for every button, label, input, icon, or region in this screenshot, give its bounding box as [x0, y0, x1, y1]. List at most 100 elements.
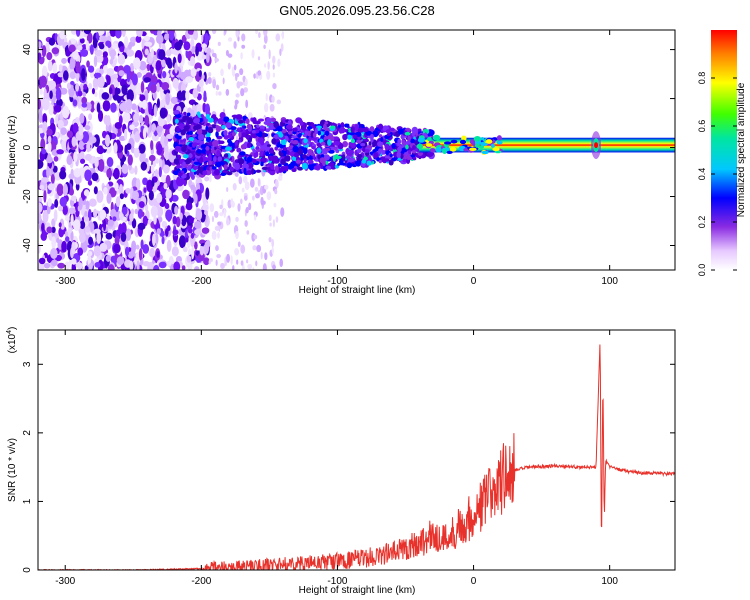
spectrogram-cell	[187, 227, 193, 234]
spectrogram-cell	[97, 110, 104, 122]
spectrogram-cell	[295, 159, 301, 164]
spectrogram-cell	[408, 149, 412, 155]
spectrogram-cell	[225, 146, 232, 151]
spectrogram-cell	[270, 117, 277, 123]
spectrogram-cell	[235, 230, 239, 240]
spectrogram-cell	[244, 181, 250, 190]
spectrogram-cell	[133, 113, 140, 123]
spectrogram-cell	[287, 131, 294, 135]
spectrogram-cell	[93, 72, 102, 78]
spectrogram-cell	[83, 30, 92, 35]
spectrogram-cell	[382, 158, 390, 162]
spectrogram-cell	[198, 79, 204, 88]
spectrogram-cell	[71, 136, 77, 147]
spectrogram-cell	[478, 145, 485, 149]
spectrogram-cell	[268, 49, 271, 60]
spectrogram-cell	[126, 89, 134, 103]
spectrogram-cell	[71, 30, 77, 35]
spectrogram-cell	[264, 147, 269, 151]
spectrogram-cell	[271, 238, 275, 248]
spectrogram-cell	[139, 94, 146, 102]
spectrogram-cell	[235, 114, 243, 120]
spectrogram-cell	[86, 60, 90, 68]
spectrogram-cell	[268, 124, 274, 131]
spectrogram-cell	[316, 147, 322, 155]
spectrogram-cell	[384, 143, 390, 151]
spectrogram-cell	[277, 58, 281, 68]
spectrogram-cell	[79, 37, 85, 44]
spectrogram-cell	[236, 259, 239, 265]
spectrogram-cell	[170, 96, 178, 105]
spectrogram-cell	[264, 252, 268, 261]
spectrogram-cell	[201, 54, 207, 60]
spectrogram-cell	[366, 160, 372, 166]
spectrogram-cell	[144, 115, 150, 126]
spectrogram-cell	[233, 41, 237, 49]
spectrogram-cell	[345, 155, 350, 159]
spectrogram-cell	[306, 121, 312, 126]
spectrogram-cell	[397, 138, 402, 145]
spectrogram-cell	[110, 102, 117, 113]
spectrogram-cell	[110, 208, 117, 218]
spectrogram-cell	[311, 145, 316, 150]
spectrogram-cell	[186, 117, 194, 125]
spectrogram-cell	[239, 151, 246, 156]
spectrogram-cell	[217, 232, 220, 239]
spectrogram-cell	[162, 164, 170, 174]
spectrogram-cell	[129, 36, 137, 43]
spectrogram-cell	[251, 130, 256, 134]
spectrogram-cell	[265, 151, 270, 157]
spectrogram-cell	[99, 209, 107, 221]
spectrogram-cell	[151, 233, 156, 247]
spectrogram-cell	[59, 30, 66, 40]
spectrogram-cell	[268, 236, 272, 243]
spectrogram-cell	[251, 167, 255, 175]
spectrogram-cell	[207, 126, 214, 134]
spectrogram-cell	[285, 124, 293, 130]
spectrogram-cell	[187, 107, 192, 115]
spectrogram-cell	[142, 127, 147, 140]
spectrogram-cell	[68, 207, 76, 215]
spectrogram-cell	[205, 150, 211, 154]
spectrogram-cell	[369, 126, 375, 133]
spectrogram-cell	[173, 261, 181, 270]
spectrogram-cell	[48, 37, 56, 46]
spectrogram-cell	[220, 68, 224, 77]
spectrogram-cell	[196, 149, 203, 154]
spectrogram-cell	[165, 49, 172, 57]
snr-x-label: Height of straight line (km)	[299, 585, 416, 596]
spectrogram-cell	[94, 261, 101, 268]
spectrogram-cell	[135, 35, 142, 43]
spectrogram-cell	[133, 57, 141, 70]
spectrogram-cell	[175, 165, 182, 169]
spectrogram-cell	[166, 260, 172, 267]
spectrogram-cell	[208, 260, 211, 265]
spectrogram-cell	[275, 179, 279, 189]
spectrogram-cell	[81, 96, 88, 105]
spectrogram-cell	[87, 253, 92, 266]
spectrogram-cell	[75, 30, 81, 37]
spectrogram-cell	[459, 139, 467, 145]
spectrogram-cell	[39, 75, 47, 88]
spectrogram-cell	[218, 140, 225, 145]
spectrogram-cell	[43, 262, 51, 269]
spectrogram-cell	[89, 100, 95, 113]
spectrogram-cell	[138, 248, 143, 261]
figure-title: GN05.2026.095.23.56.C28	[279, 3, 434, 18]
spectrogram-cell	[219, 161, 225, 166]
spectrogram-cell	[84, 169, 92, 182]
spectrogram-cell	[48, 104, 54, 116]
spectrogram-cell	[199, 245, 205, 256]
spectrogram-cell	[136, 72, 142, 78]
spectrogram-cell	[238, 176, 243, 185]
spectrogram-cell	[195, 208, 203, 221]
spectrogram-cell	[485, 139, 493, 144]
spectrogram-cell	[116, 144, 124, 153]
spectrogram-cell	[131, 190, 140, 201]
spectrogram-cell	[223, 130, 228, 136]
spectrogram-cell	[280, 43, 284, 52]
spectrogram-cell	[148, 154, 156, 162]
spectrogram-cell	[79, 220, 86, 230]
spectrogram-cell	[245, 118, 250, 125]
spectrogram-cell	[279, 258, 284, 268]
